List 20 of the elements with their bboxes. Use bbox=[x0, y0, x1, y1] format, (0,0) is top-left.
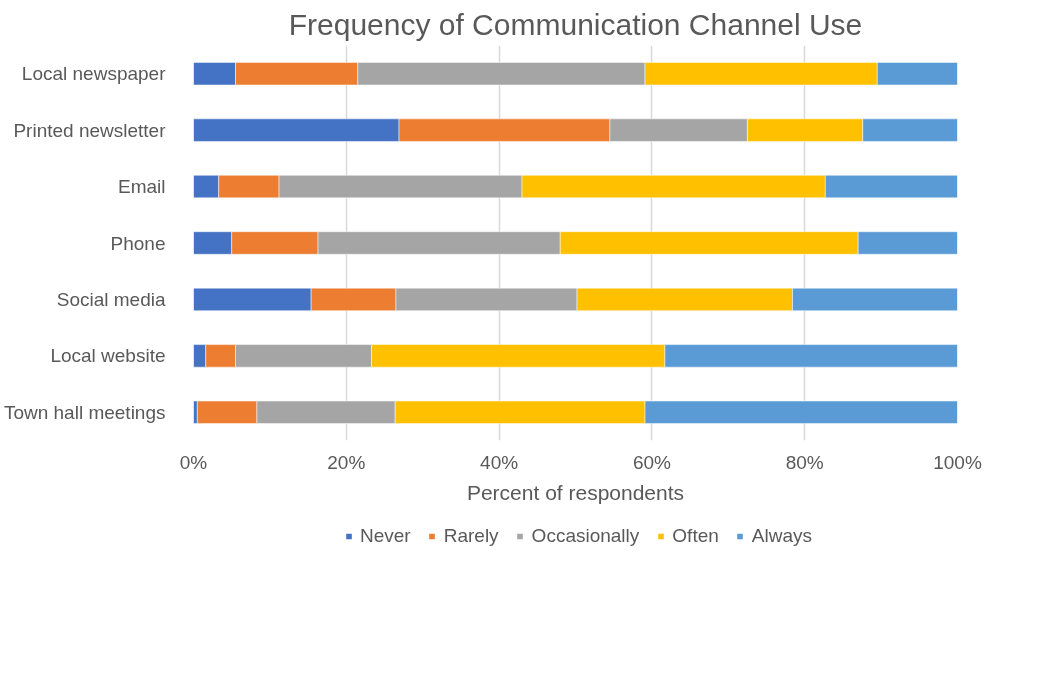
y-tick-label: Town hall meetings bbox=[3, 401, 166, 423]
x-tick-label: 40% bbox=[480, 451, 519, 473]
x-tick-label: 100% bbox=[933, 451, 982, 473]
y-tick-label: Social media bbox=[56, 288, 166, 310]
chart-title: Frequency of Communication Channel Use bbox=[288, 7, 863, 41]
x-tick-label: 20% bbox=[327, 451, 366, 473]
y-tick-label: Local newspaper bbox=[21, 63, 167, 85]
x-tick-label: 80% bbox=[785, 451, 824, 473]
legend-label: Never bbox=[360, 525, 411, 547]
y-tick-label: Printed newsletter bbox=[13, 119, 167, 141]
x-axis-title: Percent of respondents bbox=[466, 480, 685, 504]
legend-label: Occasionally bbox=[531, 525, 640, 547]
x-tick-label: 0% bbox=[179, 451, 208, 473]
x-tick-label: 60% bbox=[632, 451, 672, 473]
y-tick-label: Phone bbox=[110, 232, 166, 254]
y-tick-label: Local website bbox=[50, 345, 166, 367]
legend-label: Rarely bbox=[443, 525, 499, 547]
legend-label: Often bbox=[672, 525, 719, 547]
legend-label: Always bbox=[751, 525, 812, 547]
y-tick-label: Email bbox=[117, 176, 166, 198]
